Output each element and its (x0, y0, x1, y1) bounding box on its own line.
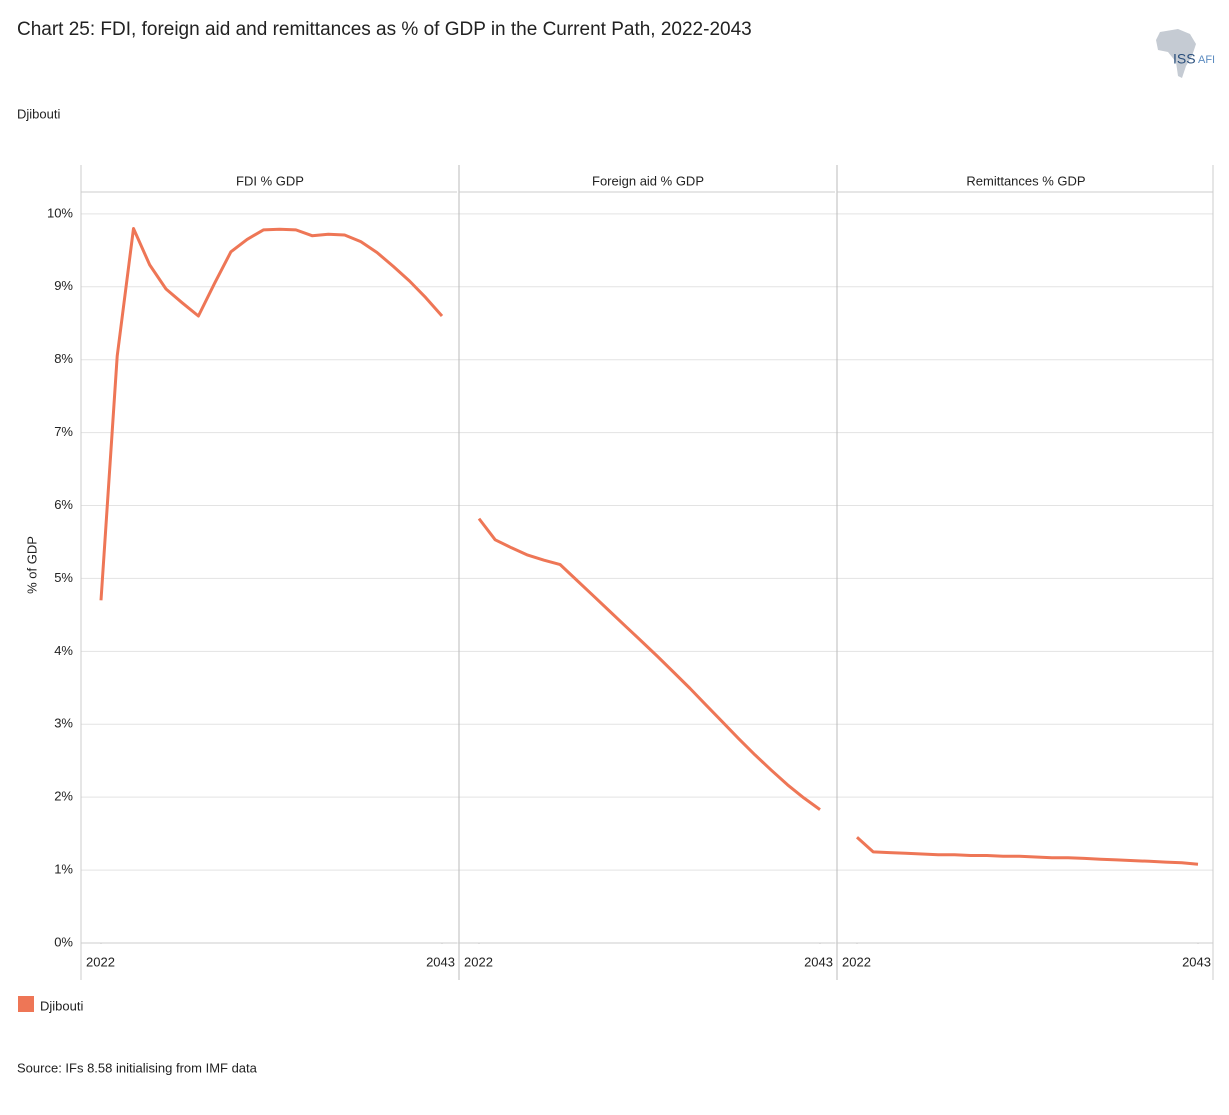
logo-text: AFI (1198, 54, 1215, 66)
chart-subtitle: Djibouti (17, 106, 60, 121)
logo: ISS AFI (1156, 29, 1215, 78)
y-tick-label: 8% (54, 351, 73, 366)
y-tick-label: 10% (47, 205, 73, 220)
x-tick-label: 2022 (842, 954, 871, 969)
chart-title: Chart 25: FDI, foreign aid and remittanc… (17, 19, 752, 40)
y-tick-label: 9% (54, 278, 73, 293)
line (855, 836, 1199, 866)
y-tick-label: 0% (54, 934, 73, 949)
y-tick-label: 6% (54, 497, 73, 512)
y-tick-label: 1% (54, 862, 73, 877)
y-axis-label: % of GDP (24, 536, 39, 594)
x-tick-label: 2022 (464, 954, 493, 969)
y-tick-label: 7% (54, 424, 73, 439)
source: Source: IFs 8.58 initialising from IMF d… (17, 1060, 258, 1075)
x-tick-label: 2022 (86, 954, 115, 969)
logo-shape (1156, 29, 1196, 78)
y-tick-label: 3% (54, 716, 73, 731)
x-tick-label: 2043 (804, 954, 833, 969)
y-tick-label: 4% (54, 643, 73, 658)
panel-title: FDI % GDP (236, 173, 304, 188)
legend-swatch (18, 996, 34, 1012)
logo-text: ISS (1173, 51, 1196, 67)
line (99, 227, 444, 601)
y-tick-label: 5% (54, 570, 73, 585)
x-tick-label: 2043 (426, 954, 455, 969)
legend-label: Djibouti (40, 998, 83, 1013)
panel-title: Remittances % GDP (966, 173, 1085, 188)
panel-title: Foreign aid % GDP (592, 173, 704, 188)
y-tick-label: 2% (54, 789, 73, 804)
x-tick-label: 2043 (1182, 954, 1211, 969)
line (477, 517, 821, 811)
